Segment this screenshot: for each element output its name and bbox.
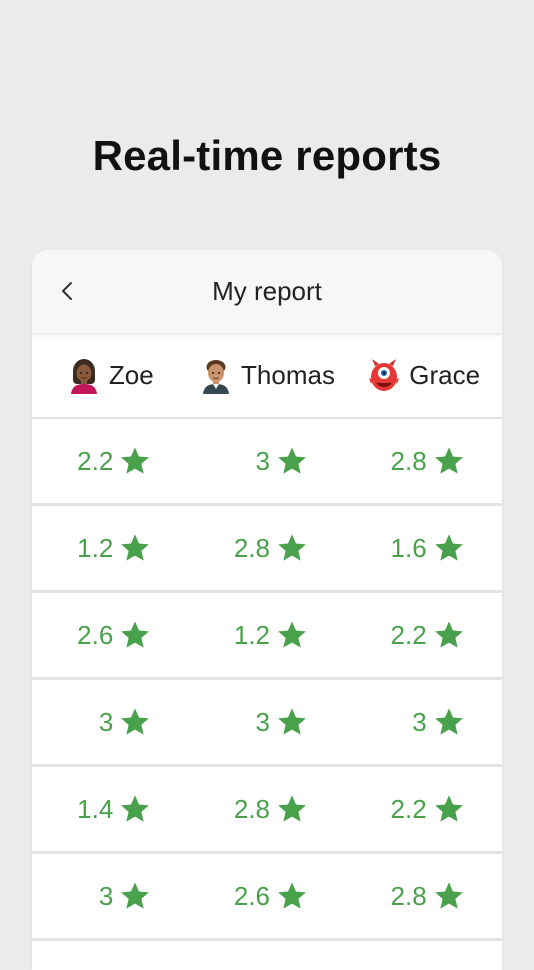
rating-cell: 1.6: [345, 506, 502, 590]
table-row: 1.2 2.8 1.6: [32, 506, 502, 593]
report-header: My report: [32, 250, 502, 334]
star-icon: [434, 621, 463, 648]
rating-value: 2.6: [233, 880, 270, 911]
boy-avatar-icon: [203, 359, 230, 394]
rating-value: 2.8: [233, 793, 270, 824]
rating-value: 2.2: [390, 793, 427, 824]
rating-cell: 2.8: [345, 419, 502, 503]
column-name: Thomas: [241, 360, 335, 390]
column-header-grace[interactable]: Grace: [345, 334, 502, 417]
star-icon: [434, 708, 463, 735]
chevron-left-icon: [62, 282, 72, 300]
rating-cell: 1.4: [32, 767, 189, 851]
rating-cell: 2.2: [345, 767, 502, 851]
rating-cell: 3: [32, 680, 189, 764]
rating-value: 1.2: [233, 619, 270, 650]
table-row: 3 3 3: [32, 680, 502, 767]
column-name: Zoe: [108, 360, 154, 390]
star-icon: [121, 447, 150, 474]
star-icon: [278, 708, 306, 735]
rating-value: 3: [255, 445, 270, 476]
rating-value: 3: [412, 706, 427, 737]
rating-cell: 3: [189, 680, 346, 764]
rating-cell: 2.2: [345, 593, 502, 677]
column-headers: Zoe Thomas: [32, 334, 502, 419]
rating-value: 2.6: [77, 619, 114, 650]
rating-value: 2.8: [390, 445, 427, 476]
rating-cell: 1.2: [32, 506, 189, 590]
column-name: Grace: [409, 360, 481, 390]
star-icon: [121, 534, 150, 561]
rating-cell: 2.2: [32, 419, 189, 503]
rating-value: 1.4: [77, 793, 114, 824]
headline: Real-time reports: [92, 132, 442, 179]
rating-value: 2.8: [233, 532, 270, 563]
rating-cell: 2.8: [189, 767, 346, 851]
star-icon: [121, 708, 150, 735]
rating-cell: 2.6: [189, 854, 346, 938]
report-card: My report Zoe: [32, 250, 502, 970]
red-monster-avatar-icon: [369, 358, 400, 391]
table-row: 2.2 3 2.8: [32, 419, 502, 506]
table-row: 1.4 2.8 2.2: [32, 767, 502, 854]
rating-cell: 1.2: [189, 593, 346, 677]
rating-cell: 2.8: [189, 506, 346, 590]
rating-value: 1.2: [77, 532, 114, 563]
column-header-thomas[interactable]: Thomas: [189, 334, 346, 417]
star-icon: [434, 447, 463, 474]
rating-value: 3: [98, 880, 114, 911]
star-icon: [121, 882, 150, 909]
rating-value: 2.8: [390, 880, 427, 911]
rating-value: 2.2: [390, 619, 427, 650]
back-button[interactable]: [52, 276, 82, 306]
table-row: 3 2.6 2.8: [32, 854, 502, 941]
rating-cell: 2.6: [32, 593, 189, 677]
rating-cell: 3: [345, 680, 502, 764]
star-icon: [278, 621, 306, 648]
rating-cell: 3: [189, 419, 346, 503]
girl-avatar-icon: [70, 358, 97, 394]
star-icon: [278, 795, 306, 822]
star-icon: [278, 534, 306, 561]
rating-value: 3: [255, 706, 270, 737]
star-icon: [121, 795, 150, 822]
rating-value: 3: [98, 706, 114, 737]
rating-value: 2.2: [77, 445, 114, 476]
star-icon: [434, 882, 463, 909]
rating-cell: 3: [32, 854, 189, 938]
star-icon: [434, 534, 463, 561]
star-icon: [278, 447, 306, 474]
column-header-zoe[interactable]: Zoe: [32, 334, 189, 417]
star-icon: [278, 882, 306, 909]
rating-value: 1.6: [390, 532, 427, 563]
rating-cell: 2.8: [345, 854, 502, 938]
table-row: 2.6 1.2 2.2: [32, 593, 502, 680]
report-title: My report: [212, 276, 322, 306]
report-rows: 2.2 3 2.8 1.2 2.8 1.6 2.6 1.2 2.2 3 3 3 1.4 2.8 2.2 3 2.…: [32, 419, 502, 941]
star-icon: [434, 795, 463, 822]
star-icon: [121, 621, 150, 648]
